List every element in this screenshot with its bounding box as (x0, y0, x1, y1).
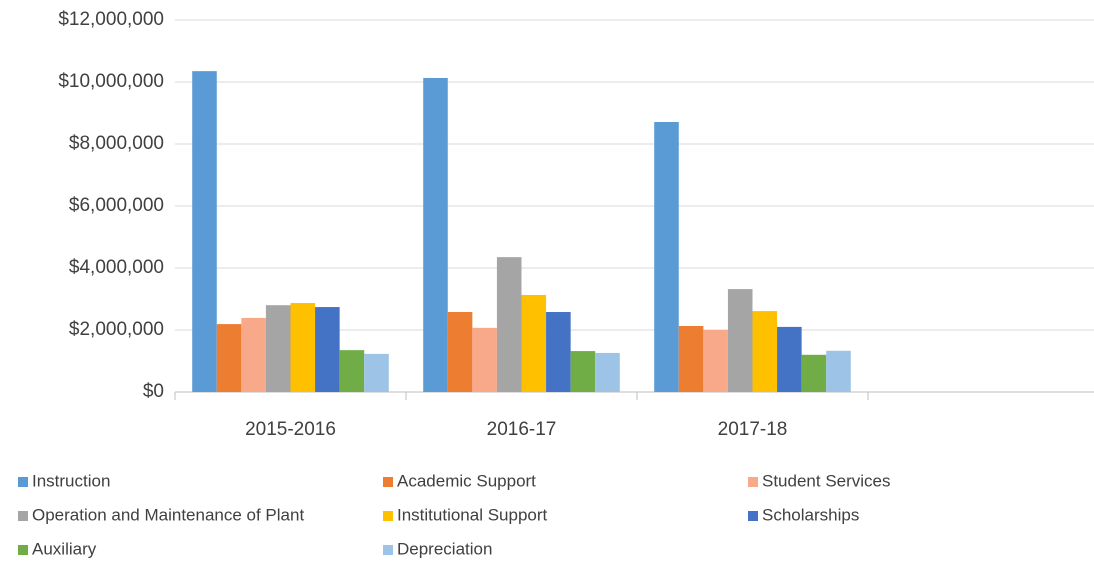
legend-swatch (383, 511, 393, 521)
bar (654, 121, 679, 393)
x-tick-label: 2016-17 (487, 419, 557, 440)
bar (265, 305, 291, 392)
legend-swatch (748, 511, 758, 521)
y-tick-label: $2,000,000 (69, 319, 164, 340)
legend-label: Student Services (762, 471, 891, 490)
bar (290, 303, 316, 392)
legend-label: Scholarships (762, 505, 859, 524)
bar (595, 352, 620, 392)
bar (192, 71, 217, 393)
legend-label: Institutional Support (397, 505, 548, 524)
y-tick-label: $8,000,000 (69, 133, 164, 154)
bar (727, 289, 753, 392)
legend-swatch (18, 545, 28, 555)
legend-swatch (383, 477, 393, 487)
bar (472, 327, 497, 392)
legend-label: Academic Support (397, 471, 536, 490)
y-tick-label: $10,000,000 (58, 71, 164, 92)
bar (801, 354, 827, 392)
legend-label: Instruction (32, 471, 110, 490)
bar (521, 294, 547, 392)
y-tick-label: $12,000,000 (58, 9, 164, 30)
x-tick-label: 2015-2016 (245, 419, 336, 440)
bar (570, 351, 596, 392)
legend-swatch (383, 545, 393, 555)
bar (339, 350, 365, 392)
legend-swatch (18, 511, 28, 521)
y-tick-label: $0 (143, 381, 164, 402)
legend-swatch (18, 477, 28, 487)
y-tick-label: $4,000,000 (69, 257, 164, 278)
bar (678, 325, 704, 392)
legend-label: Operation and Maintenance of Plant (32, 505, 304, 524)
bar (826, 350, 851, 392)
y-tick-label: $6,000,000 (69, 195, 164, 216)
bar (703, 330, 728, 392)
legend-label: Auxiliary (32, 539, 97, 558)
bar (777, 326, 802, 392)
legend-label: Depreciation (397, 539, 492, 558)
bar (364, 353, 389, 392)
bar (315, 307, 340, 392)
bar (546, 312, 571, 392)
bar (496, 257, 522, 392)
bar (241, 317, 266, 392)
x-tick-label: 2017-18 (718, 419, 788, 440)
bar (423, 77, 448, 392)
bar (752, 311, 778, 392)
bar (216, 324, 242, 392)
bar (447, 312, 473, 392)
legend-swatch (748, 477, 758, 487)
